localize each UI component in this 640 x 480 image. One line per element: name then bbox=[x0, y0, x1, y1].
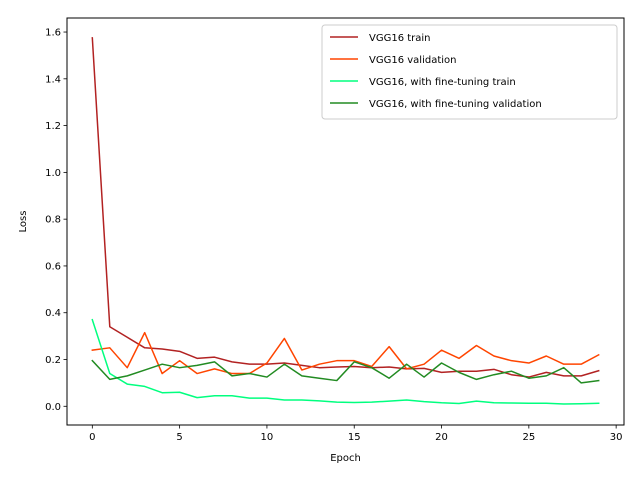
x-tick-label: 20 bbox=[435, 432, 448, 443]
y-tick-label: 0.8 bbox=[45, 215, 61, 226]
x-tick-label: 30 bbox=[610, 432, 623, 443]
x-axis-label: Epoch bbox=[330, 453, 361, 464]
legend: VGG16 train VGG16 validation VGG16, with f… bbox=[321, 24, 618, 120]
y-tick-label: 1.4 bbox=[45, 74, 61, 85]
legend-label-3: VGG16, with fine-tuning train bbox=[369, 77, 516, 88]
legend-label-4: VGG16, with fine-tuning validation bbox=[369, 99, 542, 110]
series-layer bbox=[91, 37, 600, 405]
y-tick-label: 1.6 bbox=[45, 28, 61, 39]
x-tick-label: 0 bbox=[89, 432, 95, 443]
y-tick-label: 0.0 bbox=[45, 402, 61, 413]
legend-label-1: VGG16 train bbox=[369, 33, 431, 44]
x-tick-label: 5 bbox=[176, 432, 182, 443]
y-tick-label: 1.0 bbox=[45, 168, 61, 179]
y-tick-label: 0.6 bbox=[45, 261, 61, 272]
series-line-2 bbox=[91, 331, 600, 375]
y-tick-label: 0.2 bbox=[45, 355, 61, 366]
series-line-4 bbox=[91, 359, 600, 384]
legend-label-2: VGG16 validation bbox=[369, 55, 456, 66]
legend-box bbox=[321, 24, 618, 120]
x-tick-label: 10 bbox=[261, 432, 274, 443]
series-line-3 bbox=[91, 318, 600, 405]
y-tick-label: 1.2 bbox=[45, 121, 61, 132]
series-line-1 bbox=[91, 37, 600, 378]
x-tick-label: 15 bbox=[348, 432, 361, 443]
ticks-layer: 0 5 10 15 20 25 30 0.0 0.2 0.4 0.6 0.8 1.0 1.2 1.4 1.6 bbox=[45, 28, 622, 443]
plot-frame bbox=[66, 17, 625, 426]
y-axis-label: Loss bbox=[18, 211, 29, 233]
y-tick-label: 0.4 bbox=[45, 308, 61, 319]
x-tick-label: 25 bbox=[522, 432, 535, 443]
